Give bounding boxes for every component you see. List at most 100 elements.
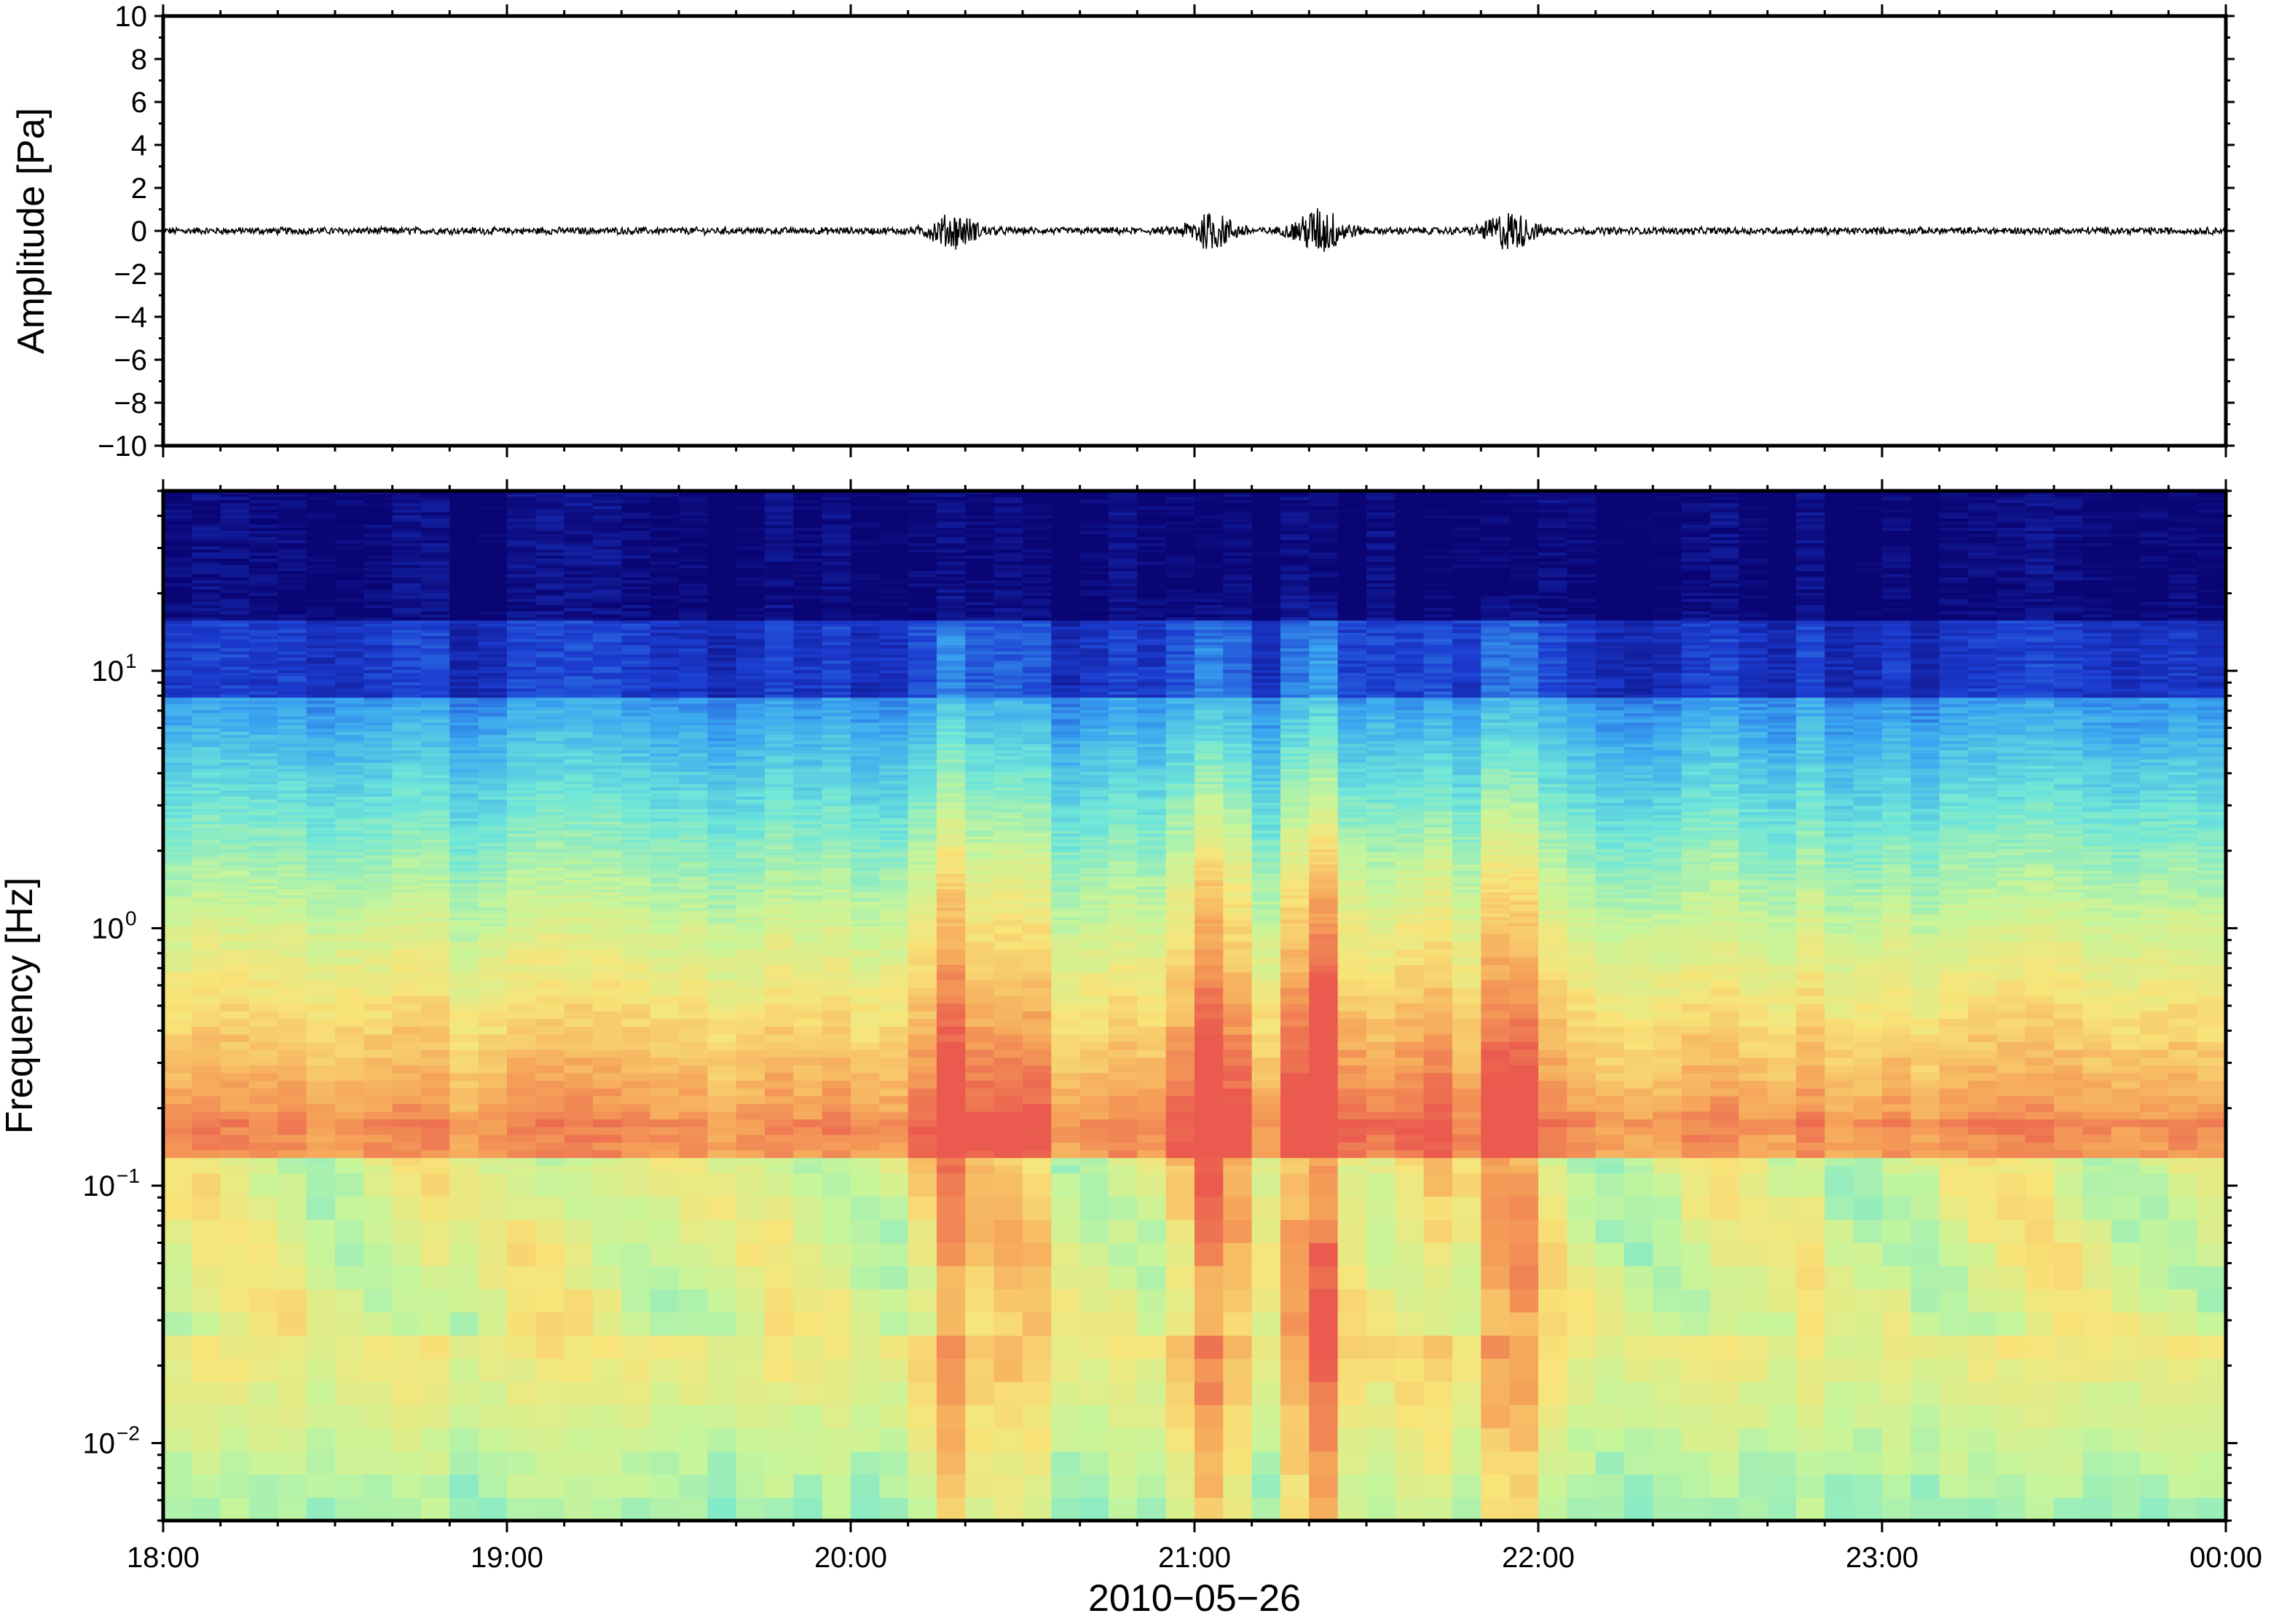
spectrogram-cell [650,777,680,781]
spectrogram-cell [335,687,364,692]
spectrogram-cell [220,765,250,769]
spectrogram-cell [535,502,565,507]
spectrogram-cell [192,1288,221,1313]
spectrogram-cell [879,756,909,760]
spectrogram-cell [765,842,794,846]
spectrogram-cell [306,515,336,519]
spectrogram-cell [163,706,192,711]
spectrogram-cell [679,1219,708,1243]
spectrogram-cell [363,679,393,682]
spectrogram-cell [679,638,708,642]
spectrogram-cell [679,682,708,686]
spectrogram-cell [822,555,851,559]
spectrogram-cell [249,1088,278,1097]
spectrogram-cell [507,789,536,794]
spectrogram-cell [679,805,708,809]
spectrogram-cell [851,988,880,996]
spectrogram-cell [163,1111,192,1120]
spectrogram-cell [736,879,765,883]
spectrogram-cell [650,647,680,652]
spectrogram-cell [278,660,307,664]
spectrogram-cell [163,1288,192,1313]
spectrogram-cell [707,1011,737,1020]
spectrogram-cell [163,1196,192,1220]
spectrogram-cell [449,527,479,532]
spectrogram-cell [822,580,851,584]
spectrogram-cell [679,725,708,729]
spectrogram-cell [192,1003,221,1012]
spectrogram-cell [478,964,508,973]
spectrogram-cell [449,564,479,568]
spectrogram-cell [707,511,737,516]
spectrogram-cell [535,672,565,677]
spectrogram-cell [449,545,479,550]
spectrogram-cell [822,829,851,834]
spectrogram-cell [593,610,622,615]
spectrogram-cell [736,979,765,988]
spectrogram-cell [392,1451,422,1475]
spectrogram-cell [335,543,364,547]
spectrogram-cell [421,1172,450,1197]
spectrogram-cell [192,870,221,874]
spectrogram-cell [449,602,479,605]
spectrogram-cell [249,916,278,921]
spectrogram-cell [793,829,823,834]
spectrogram-cell [507,1072,536,1081]
spectrogram-cell [822,821,851,825]
spectrogram-cell [879,833,909,837]
spectrogram-cell [707,913,737,918]
spectrogram-cell [306,570,336,575]
spectrogram-cell [879,934,909,942]
spectrogram-cell [564,700,594,704]
spectrogram-cell [335,765,364,769]
spectrogram-cell [593,845,622,849]
spectrogram-cell [421,796,450,800]
spectrogram-cell [507,607,536,612]
spectrogram-cell [249,500,278,503]
spectrogram-cell [478,995,508,1004]
spectrogram-cell [449,759,479,763]
spectrogram-cell [335,1381,364,1406]
spectrogram-cell [220,623,250,627]
spectrogram-cell [449,524,479,528]
spectrogram-cell [535,916,565,921]
spectrogram-cell [220,657,250,661]
spectrogram-cell [793,873,823,878]
spectrogram-cell [650,610,680,615]
spectrogram-cell [163,756,192,760]
spectrogram-cell [650,867,680,871]
spectrogram-cell [765,1080,794,1089]
spectrogram-cell [822,592,851,596]
spectrogram-cell [392,1427,422,1452]
spectrogram-cell [220,669,250,674]
spectrogram-cell [879,675,909,679]
spectrogram-cell [306,706,336,711]
spectrogram-cell [163,814,192,819]
spectrogram-cell [535,638,565,642]
spectrogram-cell [306,712,336,717]
spectrogram-cell [392,1381,422,1406]
spectrogram-cell [564,848,594,853]
spectrogram-cell [851,530,880,535]
spectrogram-cell [192,979,221,988]
spectrogram-cell [765,784,794,788]
spectrogram-cell [163,530,192,535]
spectrogram-cell [449,870,479,874]
spectrogram-cell [535,910,565,915]
spectrogram-cell [736,848,765,853]
spectrogram-cell [650,675,680,679]
spectrogram-cell [363,1072,393,1081]
spectrogram-cell [621,839,651,843]
spectrogram-cell [679,570,708,575]
spectrogram-cell [564,821,594,825]
spectrogram-cell [449,617,479,621]
spectrogram-cell [564,617,594,621]
spectrogram-cell [765,879,794,883]
spectrogram-cell [421,1219,450,1243]
spectrogram-cell [306,524,336,528]
spectrogram-cell [707,842,737,846]
spectrogram-cell [879,679,909,682]
spectrogram-cell [220,1127,250,1135]
spectrogram-cell [851,858,880,862]
spectrogram-cell [650,561,680,565]
